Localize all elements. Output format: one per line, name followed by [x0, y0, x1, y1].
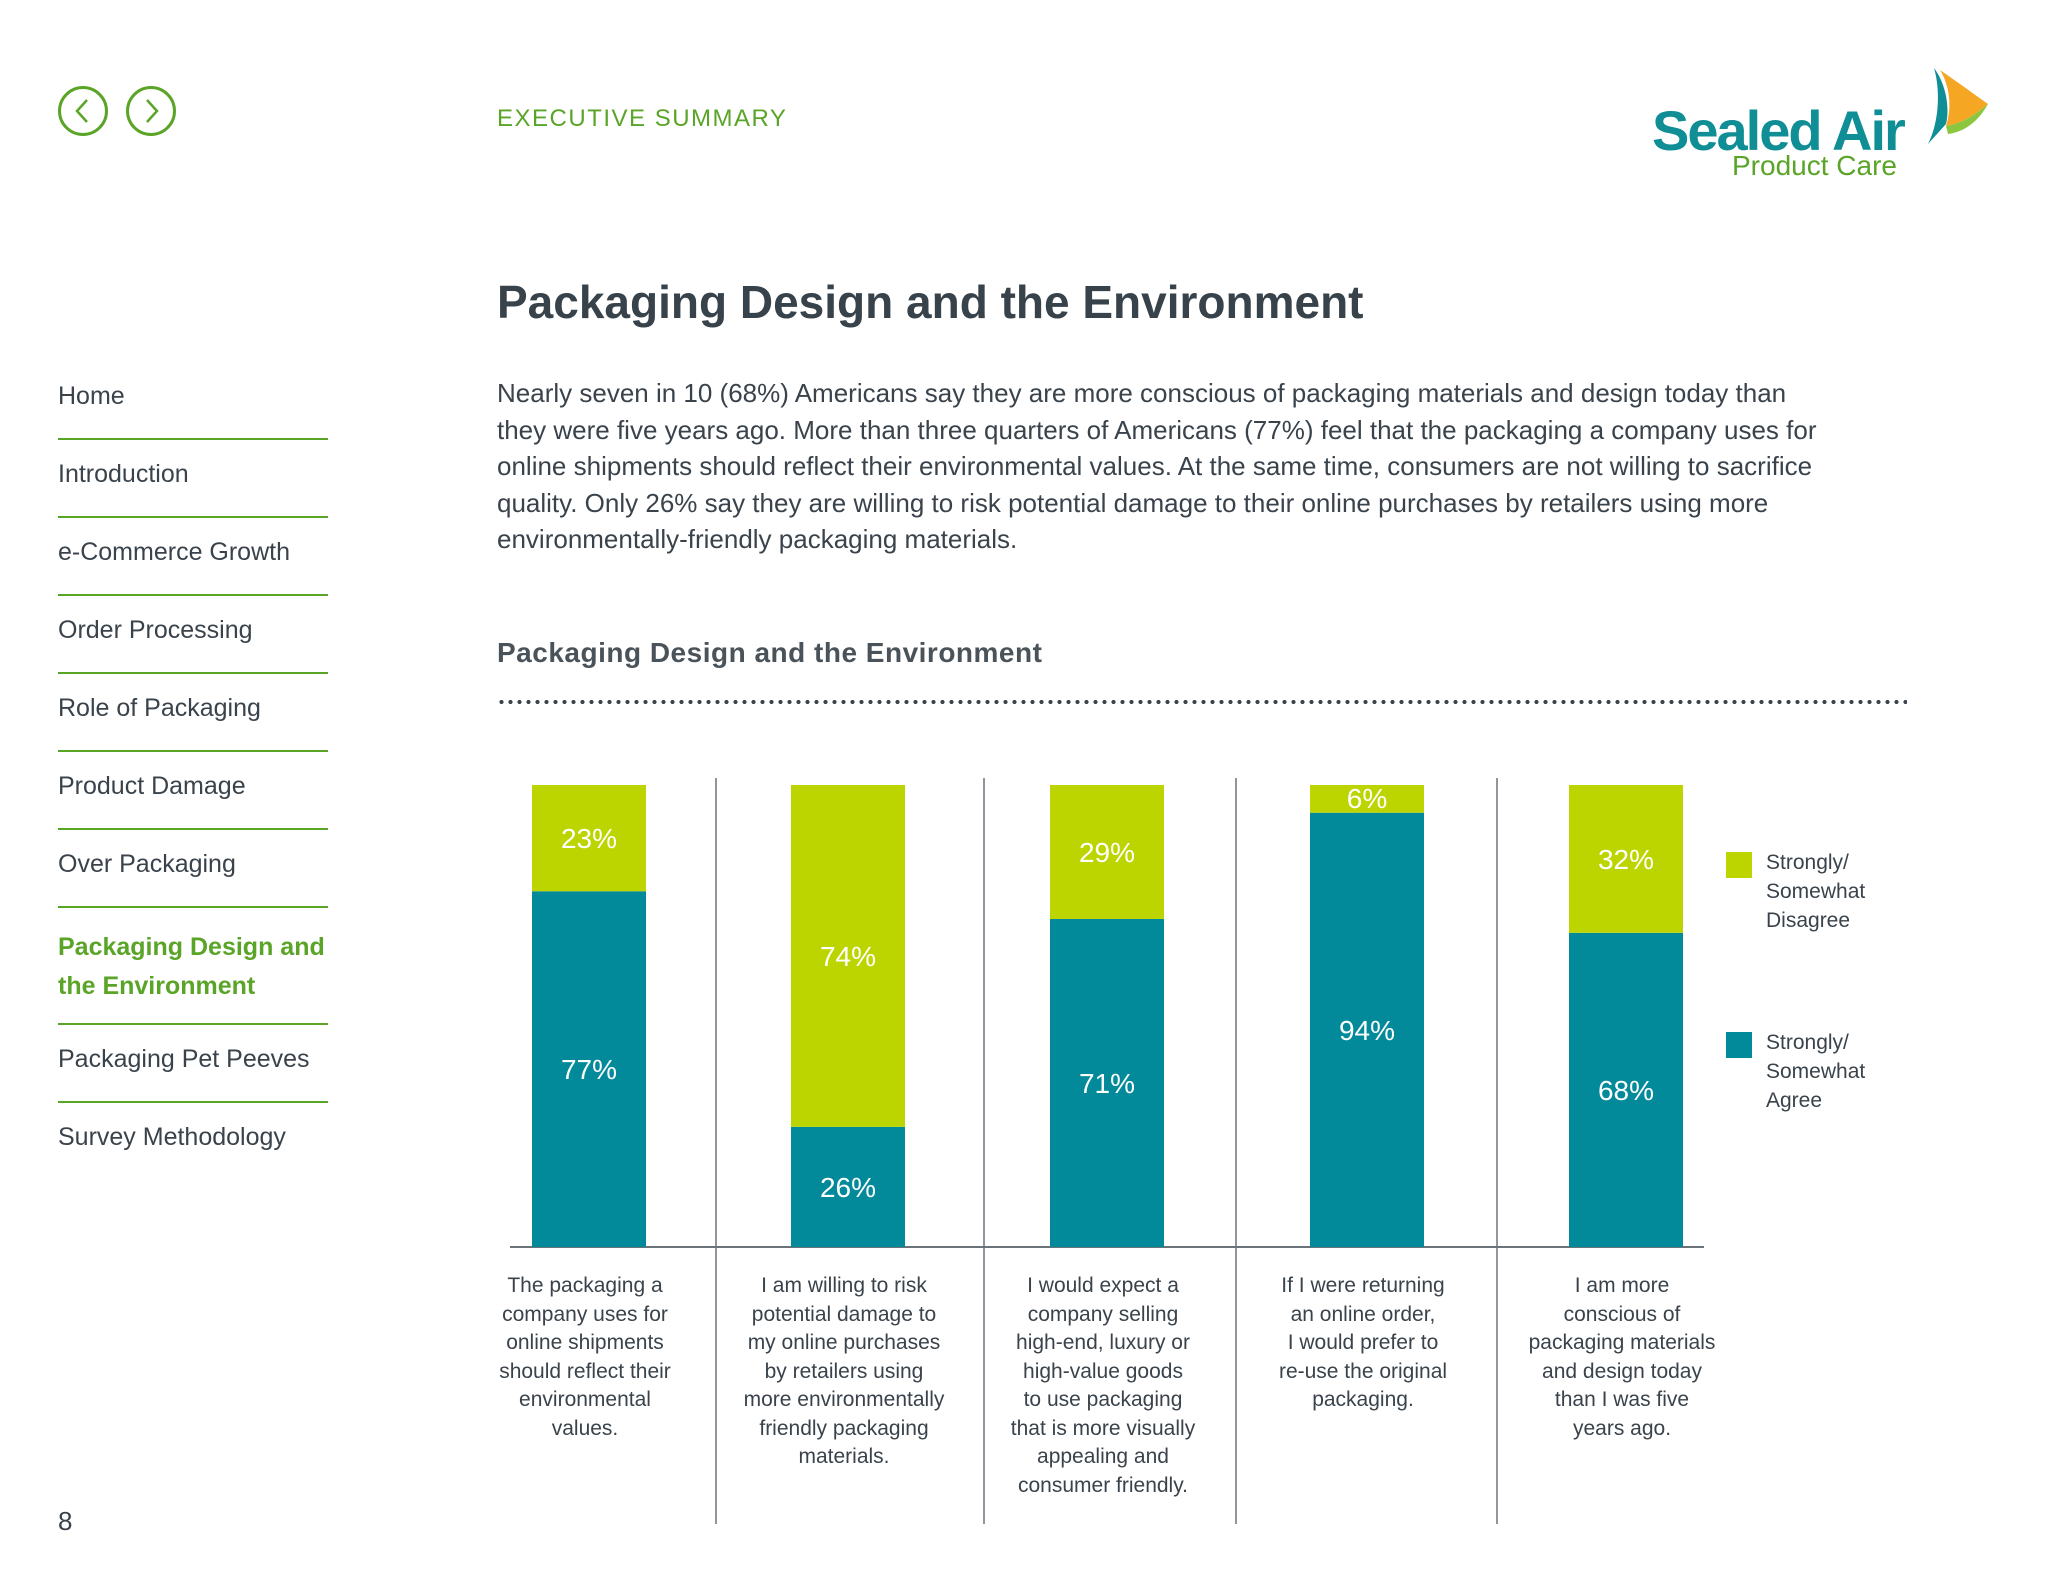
data-label-agree-2: 26%: [820, 1172, 876, 1203]
category-label-line: consumer friendly.: [1017, 1473, 1188, 1497]
category-label-line: more environmentally: [743, 1388, 945, 1411]
data-label-disagree-1: 23%: [561, 823, 617, 854]
sidebar-item-packaging-design-environment[interactable]: Packaging Design and the Environment: [58, 908, 328, 1025]
data-label-disagree-4: 6%: [1347, 783, 1387, 814]
sidebar-item-role-of-packaging[interactable]: Role of Packaging: [58, 674, 328, 752]
bar-disagree-1: [532, 785, 646, 892]
page-navigation: [58, 86, 176, 136]
category-label-line: high-end, luxury or: [1016, 1331, 1190, 1354]
category-label-line: my online purchases: [747, 1331, 941, 1354]
category-label-line: I am willing to risk: [761, 1274, 927, 1297]
sidebar-item-product-damage[interactable]: Product Damage: [58, 752, 328, 830]
legend-label-agree: Strongly/ Somewhat Agree: [1766, 1031, 1866, 1112]
logo-subtext: Product Care: [1732, 150, 1897, 181]
sidebar-item-ecommerce-growth[interactable]: e-Commerce Growth: [58, 518, 328, 596]
category-label-line: that is more visually: [1010, 1416, 1196, 1440]
data-label-agree-3: 71%: [1079, 1068, 1135, 1099]
category-label-line: and design today: [1542, 1359, 1702, 1383]
sail-logo-icon: [1928, 68, 1988, 144]
data-label-disagree-3: 29%: [1079, 837, 1135, 868]
sidebar-item-home[interactable]: Home: [58, 362, 328, 440]
bar-disagree-2: [791, 785, 905, 1127]
bar-agree-3: [1050, 918, 1164, 1247]
data-label-disagree-5: 32%: [1598, 844, 1654, 875]
sidebar-item-order-processing[interactable]: Order Processing: [58, 596, 328, 674]
category-label-line: If I were returning: [1281, 1274, 1445, 1297]
category-label-line: friendly packaging: [759, 1416, 929, 1440]
category-label-line: online shipments: [506, 1331, 664, 1354]
bar-agree-1: [532, 891, 646, 1247]
chevron-left-icon: [75, 99, 88, 123]
legend-swatch-agree: [1726, 1032, 1752, 1058]
category-label-line: packaging materials: [1528, 1331, 1716, 1354]
sidebar-item-survey-methodology[interactable]: Survey Methodology: [58, 1123, 286, 1151]
category-label-line: The packaging a: [507, 1274, 663, 1297]
category-label-line: appealing and: [1037, 1445, 1169, 1468]
next-page-button[interactable]: [126, 86, 176, 136]
bar-agree-2: [791, 1126, 905, 1247]
bar-disagree-3: [1050, 785, 1164, 919]
legend-swatch-disagree: [1726, 852, 1752, 878]
bar-disagree-5: [1569, 785, 1683, 933]
category-label-line: years ago.: [1572, 1416, 1672, 1440]
category-label-line: I would prefer to: [1287, 1331, 1439, 1354]
section-label: EXECUTIVE SUMMARY: [497, 105, 788, 132]
category-label-line: environmental: [519, 1388, 651, 1411]
category-label-line: than I was five: [1554, 1388, 1690, 1411]
category-label-line: values.: [551, 1416, 619, 1440]
logo-text: Sealed Air: [1652, 99, 1906, 162]
chevron-right-icon: [146, 99, 159, 123]
sidebar-item-over-packaging[interactable]: Over Packaging: [58, 830, 328, 908]
category-label-line: company selling: [1027, 1302, 1179, 1326]
bar-agree-5: [1569, 932, 1683, 1247]
sealed-air-logo: Sealed Air Product Care: [1652, 64, 1992, 184]
category-label-2: I am willing to risk potential damage to m…: [734, 1272, 954, 1472]
category-label-4: If I were returning an online order, I wou…: [1253, 1272, 1473, 1415]
page-title: Packaging Design and the Environment: [497, 276, 1364, 328]
data-label-agree-5: 68%: [1598, 1075, 1654, 1106]
category-label-line: packaging.: [1312, 1388, 1414, 1411]
category-label-line: I am more: [1574, 1274, 1670, 1297]
category-label-line: re-use the original: [1278, 1359, 1448, 1383]
page-number: 8: [58, 1506, 73, 1536]
sidebar-item-introduction[interactable]: Introduction: [58, 440, 328, 518]
legend-label-disagree: Strongly/ Somewhat Disagree: [1766, 851, 1866, 932]
category-label-line: company uses for: [502, 1302, 668, 1326]
category-label-line: to use packaging: [1023, 1388, 1183, 1411]
data-label-agree-1: 77%: [561, 1054, 617, 1085]
data-label-agree-4: 94%: [1339, 1015, 1395, 1046]
category-label-3: I would expect a company selling high-end,…: [993, 1272, 1213, 1500]
category-label-1: The packaging a company uses for online sh…: [475, 1272, 695, 1443]
category-label-line: materials.: [798, 1445, 890, 1468]
category-label-line: should reflect their: [499, 1359, 671, 1383]
previous-page-button[interactable]: [58, 86, 108, 136]
dotted-divider: [497, 699, 1907, 705]
bar-disagree-4: [1310, 785, 1424, 813]
category-label-5: I am more conscious of packaging materials…: [1512, 1272, 1732, 1443]
category-label-line: I would expect a: [1027, 1274, 1179, 1297]
data-label-disagree-2: 74%: [820, 941, 876, 972]
sidebar-item-packaging-pet-peeves[interactable]: Packaging Pet Peeves: [58, 1025, 328, 1103]
sidebar-navigation: Home Introduction e-Commerce Growth Orde…: [58, 362, 328, 1181]
bar-agree-4: [1310, 812, 1424, 1247]
category-label-line: potential damage to: [751, 1302, 937, 1326]
category-label-line: by retailers using: [764, 1359, 924, 1383]
category-label-line: high-value goods: [1023, 1359, 1183, 1383]
chart-title: Packaging Design and the Environment: [497, 637, 1043, 668]
category-label-line: an online order,: [1290, 1302, 1436, 1326]
intro-paragraph: Nearly seven in 10 (68%) Americans say t…: [497, 378, 1817, 554]
category-label-line: conscious of: [1563, 1302, 1681, 1326]
